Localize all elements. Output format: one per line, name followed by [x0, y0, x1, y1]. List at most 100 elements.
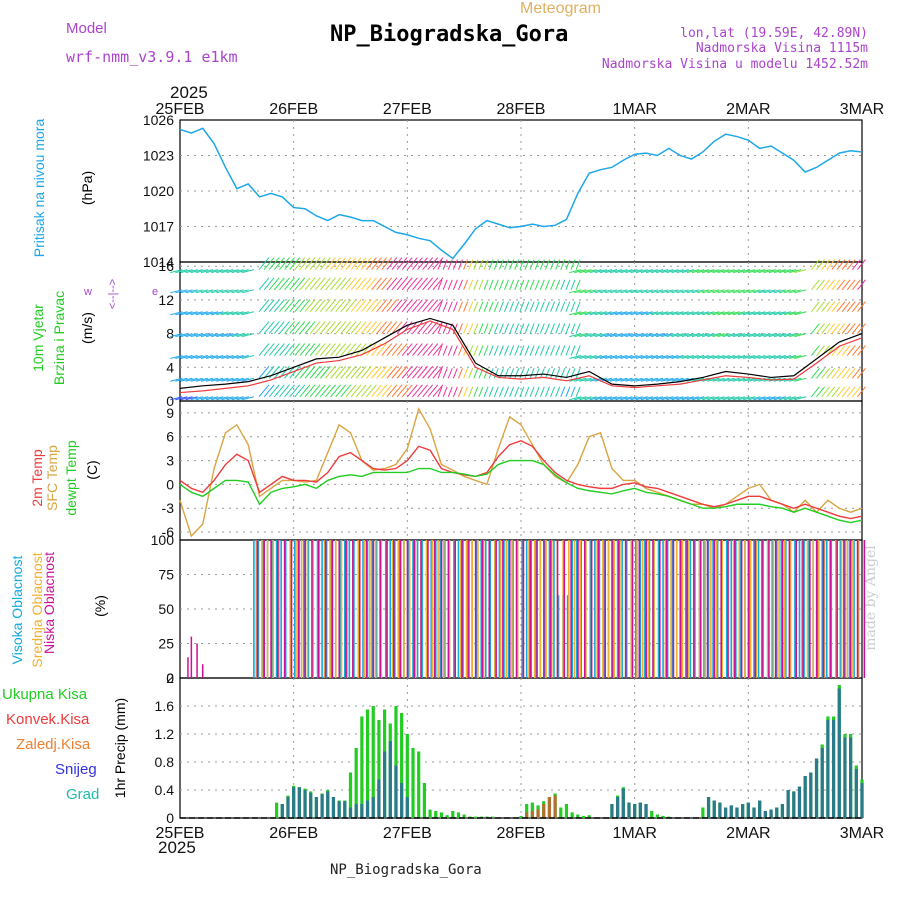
wind-barb — [640, 311, 653, 316]
wind-barb — [258, 343, 270, 356]
wind-barb — [550, 279, 556, 290]
wind-barb — [170, 311, 183, 316]
wind-barb — [231, 333, 244, 338]
wind-barb — [422, 384, 434, 398]
wind-barb — [371, 384, 382, 398]
wind-barb — [599, 289, 613, 294]
precip-snow-bar — [758, 800, 762, 818]
wind-barb — [594, 396, 607, 401]
wind-barb — [504, 279, 509, 290]
wind-barb — [519, 345, 525, 356]
precip-snow-bar — [633, 804, 637, 818]
wind-barb — [195, 377, 208, 382]
wind-barb — [753, 269, 766, 274]
wind-barb — [340, 257, 352, 270]
wind-barb — [284, 321, 295, 334]
wind-barb — [211, 333, 224, 338]
precip-snow-bar — [348, 807, 353, 818]
wind-barb — [273, 257, 285, 270]
wind-barb — [463, 368, 469, 379]
wind-barb — [650, 311, 664, 316]
wind-barb — [610, 333, 623, 338]
legend-grad: Grad — [66, 786, 100, 803]
wind-barb — [778, 355, 792, 359]
wind-barb — [529, 301, 535, 312]
wind-barb — [841, 345, 851, 356]
wind-barb — [589, 289, 602, 294]
wind-barb — [722, 396, 735, 401]
wind-barb — [355, 277, 367, 291]
wind-barb — [773, 333, 786, 338]
wind-barb — [610, 396, 623, 401]
wind-barb — [325, 277, 336, 291]
wind-barb — [579, 396, 592, 401]
wind-barb — [314, 277, 326, 291]
wind-barb — [258, 384, 270, 398]
wind-barb — [314, 365, 326, 379]
wind-barb — [412, 321, 423, 334]
wind-barb — [330, 384, 341, 398]
wind-barb — [727, 289, 740, 294]
wind-barb — [671, 355, 684, 359]
wind-barb — [676, 311, 689, 316]
wind-barb — [406, 365, 418, 379]
wind-barb — [691, 396, 705, 401]
wind-barb — [200, 269, 214, 274]
wind-barb — [412, 257, 423, 270]
wind-barb — [574, 377, 587, 382]
wind-barb — [594, 355, 607, 359]
wind-barb — [534, 368, 540, 379]
wind-barb — [371, 365, 382, 379]
ytick-label: -3 — [162, 500, 175, 516]
wind-barb — [519, 301, 525, 312]
wind-barb — [509, 323, 515, 334]
wind-barb — [519, 323, 525, 334]
wind-barb — [565, 345, 571, 356]
ytick-label: 0 — [166, 393, 174, 409]
wind-barb — [743, 377, 756, 382]
precip-snow-bar — [309, 792, 313, 818]
wind-barb — [758, 289, 771, 294]
wind-barb — [289, 384, 301, 398]
dewpt-line — [179, 459, 863, 524]
wind-barb — [789, 355, 802, 359]
wind-barb — [758, 355, 771, 359]
wind-barb — [821, 301, 831, 313]
wind-barb — [831, 367, 841, 379]
wind-barb — [666, 333, 679, 338]
wind-barb — [330, 365, 341, 379]
wind-barb — [570, 279, 576, 290]
precip-snow-bar — [343, 801, 347, 818]
wind-barb — [221, 355, 234, 359]
wind-barb — [555, 345, 561, 356]
wind-barb — [722, 377, 735, 382]
wind-barb — [671, 377, 684, 382]
precip-total-bar — [275, 802, 279, 818]
wind-barb — [422, 299, 434, 313]
wind-barb — [763, 289, 776, 294]
legend-konvek: Konvek.Kisa — [6, 711, 90, 728]
wind-barb — [170, 355, 183, 359]
wind-barb — [836, 301, 846, 313]
wind-barb — [216, 396, 229, 401]
wind-barb — [604, 269, 618, 274]
wind-barb — [666, 355, 679, 359]
wind-barb — [294, 257, 306, 270]
wind-barb — [452, 301, 458, 312]
wind-barb — [170, 377, 183, 382]
precip-snow-bar — [786, 790, 790, 818]
wind-barb — [211, 311, 224, 316]
panel-frame-3 — [179, 539, 863, 679]
wind-barb — [560, 386, 566, 397]
wind-barb — [615, 377, 628, 382]
precip-total-bar — [445, 815, 449, 818]
wind-barb — [748, 333, 761, 338]
wind-barb — [509, 368, 515, 379]
wind-barb — [778, 311, 792, 316]
wind-barb — [422, 277, 434, 291]
wind-barb — [671, 269, 684, 274]
precip-snow-bar — [394, 765, 398, 818]
wind-barb — [314, 321, 326, 334]
wind-barb — [463, 259, 469, 270]
wind-barb — [681, 333, 694, 338]
